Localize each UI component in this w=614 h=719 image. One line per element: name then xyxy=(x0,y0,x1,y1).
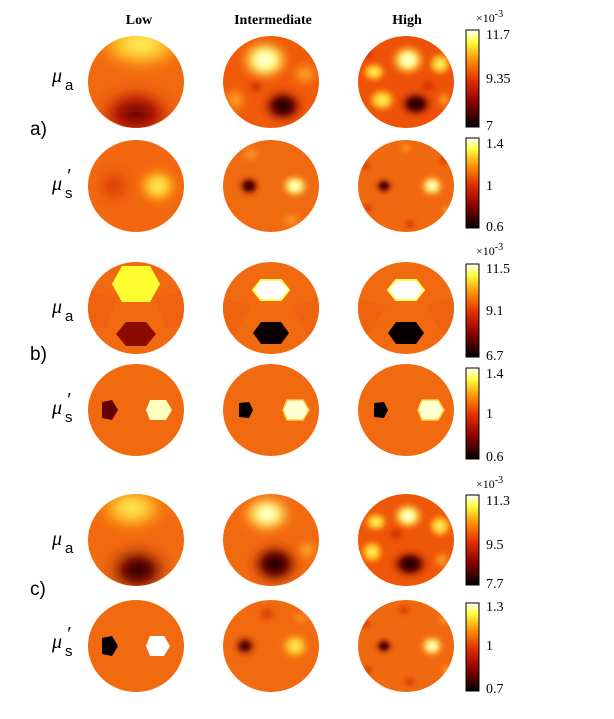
svg-text:×10-3: ×10-3 xyxy=(476,242,503,258)
reconstruction-c-mus-low xyxy=(88,600,184,692)
reconstruction-b-mua-high xyxy=(358,262,454,354)
reconstruction-a-mua-intermediate xyxy=(223,36,319,128)
column-header-high: High xyxy=(392,13,422,28)
svg-text:11.7: 11.7 xyxy=(486,28,510,43)
reconstruction-c-mua-intermediate xyxy=(223,494,319,586)
reconstruction-a-mua-high xyxy=(358,36,454,128)
colorbar-b-mua: ×10-3 11.5 9.1 6.7 xyxy=(465,242,510,364)
row-label-c-mua: μ a xyxy=(51,528,74,557)
panel-letter-a: a) xyxy=(30,119,47,140)
reconstruction-a-mus-intermediate xyxy=(223,140,319,232)
reconstruction-a-mua-low xyxy=(88,36,184,128)
svg-text:μ: μ xyxy=(51,397,62,419)
reconstruction-a-mus-low xyxy=(88,140,184,232)
svg-text:s: s xyxy=(65,409,73,426)
svg-text:1.3: 1.3 xyxy=(486,600,504,615)
svg-text:7.7: 7.7 xyxy=(486,577,504,592)
reconstruction-b-mua-low xyxy=(88,262,184,354)
reconstruction-b-mus-high xyxy=(358,364,454,456)
colorbar-a-mua: ×10-3 11.7 9.35 7 xyxy=(465,9,511,134)
row-label-b-mua: μ a xyxy=(51,296,74,325)
reconstruction-b-mus-intermediate xyxy=(223,364,319,456)
svg-text:′: ′ xyxy=(66,165,71,187)
svg-text:1: 1 xyxy=(486,179,493,194)
reconstruction-b-mua-intermediate xyxy=(223,262,319,354)
svg-text:a: a xyxy=(65,308,74,325)
svg-text:′: ′ xyxy=(66,623,71,645)
svg-text:a: a xyxy=(65,77,74,94)
reconstruction-c-mua-low xyxy=(88,494,184,586)
column-header-intermediate: Intermediate xyxy=(234,13,312,28)
row-label-a-mua: μ a xyxy=(51,65,74,94)
row-label-b-mus: μ s ′ xyxy=(51,389,73,426)
svg-text:0.6: 0.6 xyxy=(486,220,504,235)
svg-text:1.4: 1.4 xyxy=(486,137,504,152)
colorbar-c-mus: 1.3 1 0.7 xyxy=(465,600,504,697)
row-label-c-mus: μ s ′ xyxy=(51,623,73,660)
colorbar-c-mua: ×10-3 11.3 9.5 7.7 xyxy=(465,475,510,592)
svg-text:μ: μ xyxy=(51,65,62,87)
svg-text:9.35: 9.35 xyxy=(486,72,511,87)
reconstruction-c-mua-high xyxy=(358,494,454,586)
svg-text:μ: μ xyxy=(51,173,62,195)
svg-text:9.5: 9.5 xyxy=(486,538,504,553)
svg-text:11.5: 11.5 xyxy=(486,262,510,277)
svg-text:a: a xyxy=(65,540,74,557)
svg-text:6.7: 6.7 xyxy=(486,349,504,364)
svg-text:μ: μ xyxy=(51,631,62,653)
reconstruction-c-mus-high xyxy=(358,600,454,692)
reconstruction-c-mus-intermediate xyxy=(223,600,319,692)
svg-text:s: s xyxy=(65,643,73,660)
svg-text:′: ′ xyxy=(66,389,71,411)
svg-text:×10-3: ×10-3 xyxy=(476,9,503,25)
colorbar-a-mus: 1.4 1 0.6 xyxy=(465,137,504,235)
svg-text:1.4: 1.4 xyxy=(486,367,504,382)
panel-letter-b: b) xyxy=(30,344,47,365)
svg-text:μ: μ xyxy=(51,528,62,550)
svg-text:0.6: 0.6 xyxy=(486,450,504,465)
row-label-a-mus: μ s ′ xyxy=(51,165,73,202)
svg-text:s: s xyxy=(65,185,73,202)
reconstruction-a-mus-high xyxy=(358,140,454,232)
svg-text:11.3: 11.3 xyxy=(486,494,510,509)
column-header-low: Low xyxy=(126,13,153,28)
svg-text:9.1: 9.1 xyxy=(486,304,504,319)
colorbar-b-mus: 1.4 1 0.6 xyxy=(465,367,504,465)
svg-text:1: 1 xyxy=(486,407,493,422)
svg-text:1: 1 xyxy=(486,639,493,654)
svg-text:μ: μ xyxy=(51,296,62,318)
panel-letter-c: c) xyxy=(30,579,46,600)
svg-text:7: 7 xyxy=(486,119,493,134)
svg-text:0.7: 0.7 xyxy=(486,682,504,697)
reconstruction-b-mus-low xyxy=(88,364,184,456)
svg-text:×10-3: ×10-3 xyxy=(476,475,503,491)
